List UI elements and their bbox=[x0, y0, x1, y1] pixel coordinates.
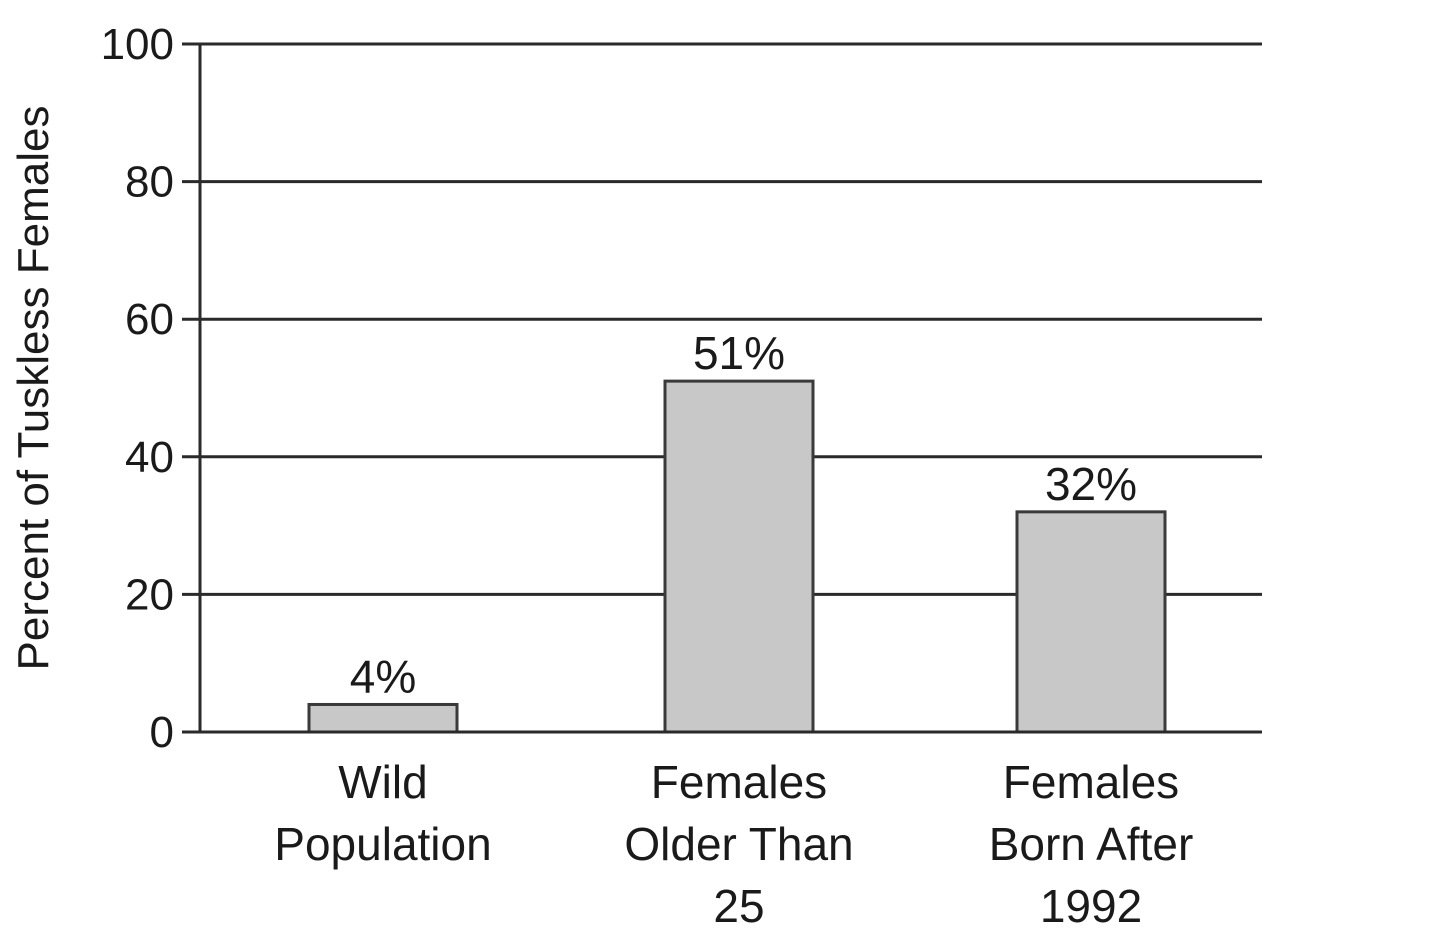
y-tick-label-40: 40 bbox=[125, 433, 174, 482]
x-tick-label-0: Wild Population bbox=[274, 756, 491, 870]
y-tick-label-20: 20 bbox=[125, 570, 174, 619]
y-tick-label-60: 60 bbox=[125, 295, 174, 344]
x-tick-label-1-line-0: Females bbox=[651, 756, 827, 808]
x-tick-label-1-line-1: Older Than bbox=[624, 818, 853, 870]
bar-2 bbox=[1015, 510, 1167, 734]
x-tick-label-2: Females Born After 1992 bbox=[989, 756, 1194, 932]
x-tick-label-0-line-0: Wild bbox=[338, 756, 427, 808]
axes bbox=[182, 44, 1262, 734]
y-tick-label-0: 0 bbox=[150, 708, 174, 757]
y-axis-label: Percent of Tuskless Females bbox=[9, 106, 58, 671]
bar-1 bbox=[663, 379, 815, 734]
bars bbox=[307, 379, 1167, 734]
y-tick-label-80: 80 bbox=[125, 158, 174, 207]
x-tick-label-0-line-1: Population bbox=[274, 818, 491, 870]
x-tick-label-1-line-2: 25 bbox=[713, 880, 764, 932]
x-tick-label-2-line-1: Born After bbox=[989, 818, 1194, 870]
y-tick-label-100: 100 bbox=[101, 20, 174, 69]
x-tick-label-2-line-2: 1992 bbox=[1040, 880, 1142, 932]
data-label-0: 4% bbox=[350, 650, 416, 702]
y-tick-labels: 0 20 40 60 80 100 bbox=[101, 20, 174, 757]
data-labels: 4% 51% 32% bbox=[350, 327, 1137, 702]
x-tick-label-1: Females Older Than 25 bbox=[624, 756, 853, 932]
x-tick-label-2-line-0: Females bbox=[1003, 756, 1179, 808]
data-label-2: 32% bbox=[1045, 458, 1137, 510]
data-label-1: 51% bbox=[693, 327, 785, 379]
bar-0 bbox=[307, 702, 459, 734]
